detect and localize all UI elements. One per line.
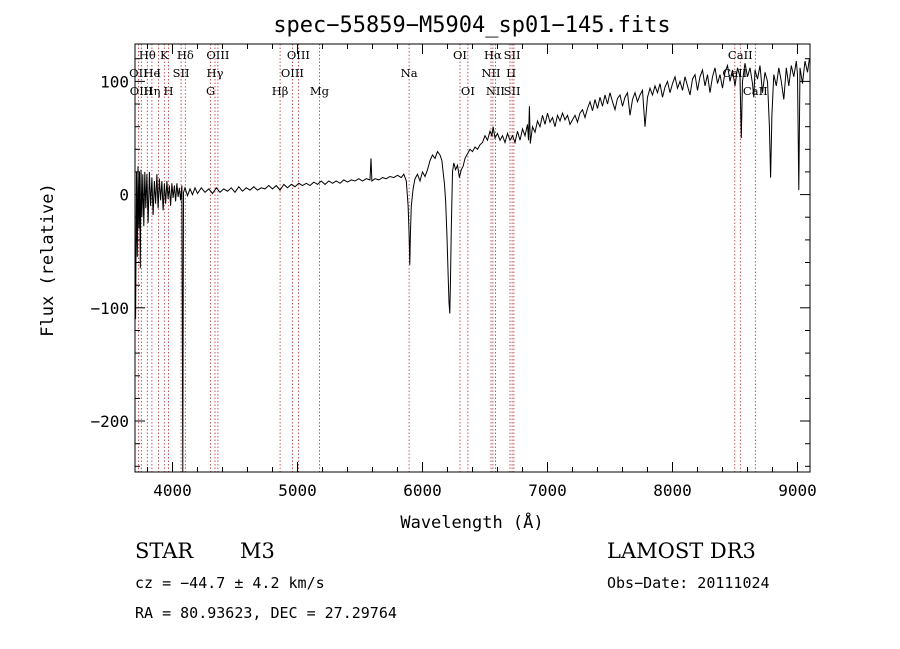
- object-class: STAR: [135, 539, 194, 563]
- x-tick-label: 9000: [778, 481, 817, 500]
- y-axis-ticks: −200 −100 0 100: [90, 58, 810, 467]
- x-tick-label: 7000: [528, 481, 567, 500]
- x-tick-label: 8000: [653, 481, 692, 500]
- line-annotation-label: NII: [481, 66, 500, 80]
- line-annotation-label: Mg: [310, 84, 330, 98]
- line-annotation-label: Hα: [484, 48, 502, 62]
- survey-label: LAMOST DR3: [607, 539, 756, 563]
- line-annotation-label: OIII: [287, 48, 310, 62]
- y-axis-label: Flux (relative): [38, 183, 58, 337]
- line-annotation-label: I: [156, 66, 161, 80]
- line-annotation-label: I: [512, 66, 517, 80]
- x-tick-label: 5000: [278, 481, 317, 500]
- line-markers: [137, 44, 756, 472]
- x-tick-label: 4000: [153, 481, 192, 500]
- x-tick-label: 6000: [403, 481, 442, 500]
- y-tick-label: 0: [119, 186, 129, 205]
- chart-title: spec−55859−M5904_sp01−145.fits: [273, 13, 670, 38]
- line-annotation-label: Hη: [143, 84, 160, 98]
- line-annotation-label: H: [163, 84, 173, 98]
- line-annotation-label: NII: [486, 84, 505, 98]
- line-annotation-label: OII: [129, 66, 148, 80]
- line-annotation-label: CaII: [728, 48, 753, 62]
- plot-frame: [134, 43, 811, 473]
- coordinates-text: RA = 80.93623, DEC = 27.29764: [135, 604, 397, 622]
- obs-date-text: Obs−Date: 20111024: [607, 574, 770, 592]
- y-tick-label: −100: [90, 299, 129, 318]
- line-annotation-label: Na: [401, 66, 418, 80]
- line-annotation-label: OIII: [130, 84, 153, 98]
- y-tick-label: 100: [100, 72, 129, 91]
- flux-series-line: [135, 58, 810, 473]
- y-tick-label: −200: [90, 412, 129, 431]
- object-subclass: M3: [240, 539, 275, 563]
- line-annotation-label: K: [160, 48, 169, 62]
- line-annotation-label: SII: [504, 48, 521, 62]
- line-annotation-label: SII: [504, 84, 521, 98]
- line-annotation-label: CaII: [743, 84, 768, 98]
- line-annotation-label: OIII: [206, 48, 229, 62]
- line-annotation-label: Hθ: [139, 48, 156, 62]
- line-annotation-label: Hδ: [177, 48, 194, 62]
- line-annotation-label: OIII: [281, 66, 304, 80]
- line-annotation-label: He: [143, 66, 160, 80]
- line-annotation-label: Hβ: [272, 84, 289, 98]
- line-annotation-label: Hγ: [207, 66, 224, 80]
- line-annotation-label: G: [206, 84, 215, 98]
- line-annotation-label: SII: [173, 66, 190, 80]
- line-annotation-label: L: [506, 66, 514, 80]
- redshift-text: cz = −44.7 ± 4.2 km/s: [135, 574, 325, 592]
- x-axis-ticks: 4000 5000 6000 7000 8000 9000: [147, 44, 817, 500]
- line-annotation-label: OI: [453, 48, 467, 62]
- line-annotation-label: OI: [461, 84, 475, 98]
- x-axis-label: Wavelength (Å): [400, 511, 543, 533]
